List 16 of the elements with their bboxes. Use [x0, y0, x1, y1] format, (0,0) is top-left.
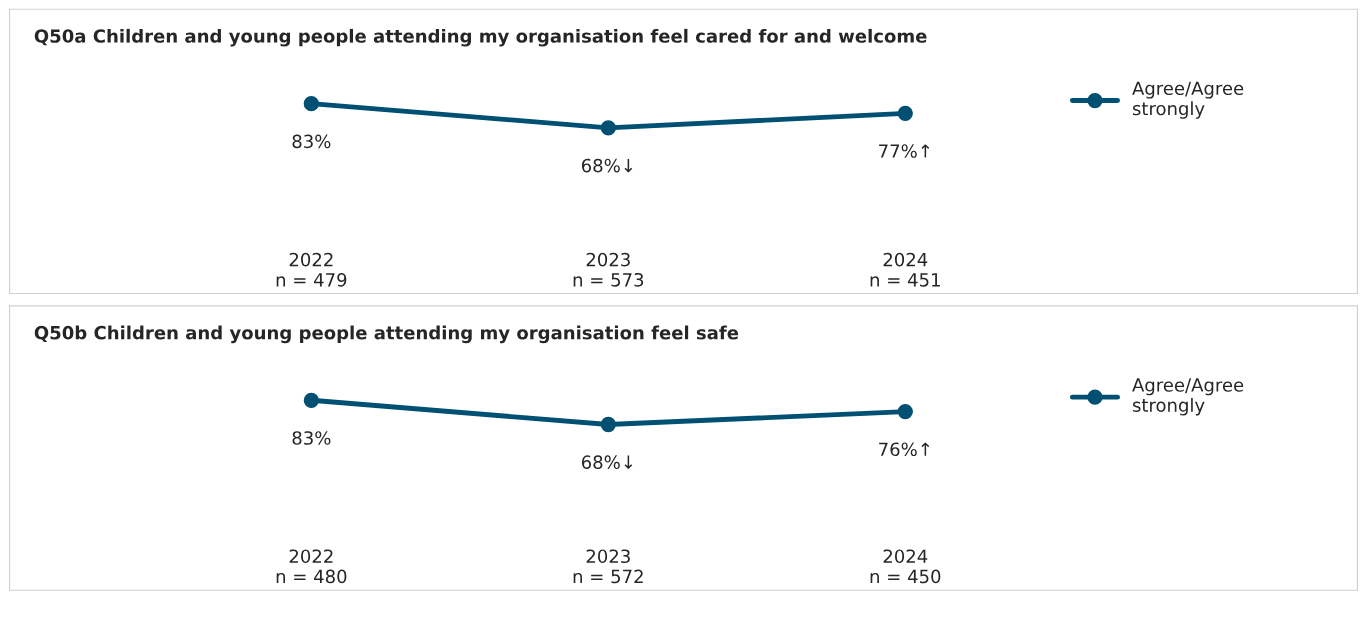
data-label: 68%↓: [581, 158, 633, 173]
chart-title: Q50a Children and young people attending my organisation feel cared for and welcome: [34, 28, 927, 47]
data-label: 83%: [292, 134, 331, 149]
data-label: 83%: [292, 431, 331, 445]
x-tick-label: 2024 n = 451: [870, 252, 940, 287]
chart-title: Q50b Children and young people attending my organisation feel safe: [34, 325, 739, 344]
x-tick-label: 2023 n = 572: [573, 549, 643, 584]
x-tick-label: 2022 n = 480: [276, 549, 347, 584]
legend-label: Agree/Agree strongly: [1132, 81, 1244, 119]
data-label: 77%↑: [879, 144, 930, 158]
legend-label: Agree/Agree strongly: [1132, 378, 1244, 416]
x-tick-label: 2022 n = 479: [276, 252, 347, 287]
x-tick-label: 2024 n = 450: [870, 549, 941, 584]
x-tick-label: 2023 n = 573: [573, 252, 644, 287]
data-label: 68%↓: [581, 455, 633, 470]
data-label: 76%↑: [879, 442, 930, 457]
